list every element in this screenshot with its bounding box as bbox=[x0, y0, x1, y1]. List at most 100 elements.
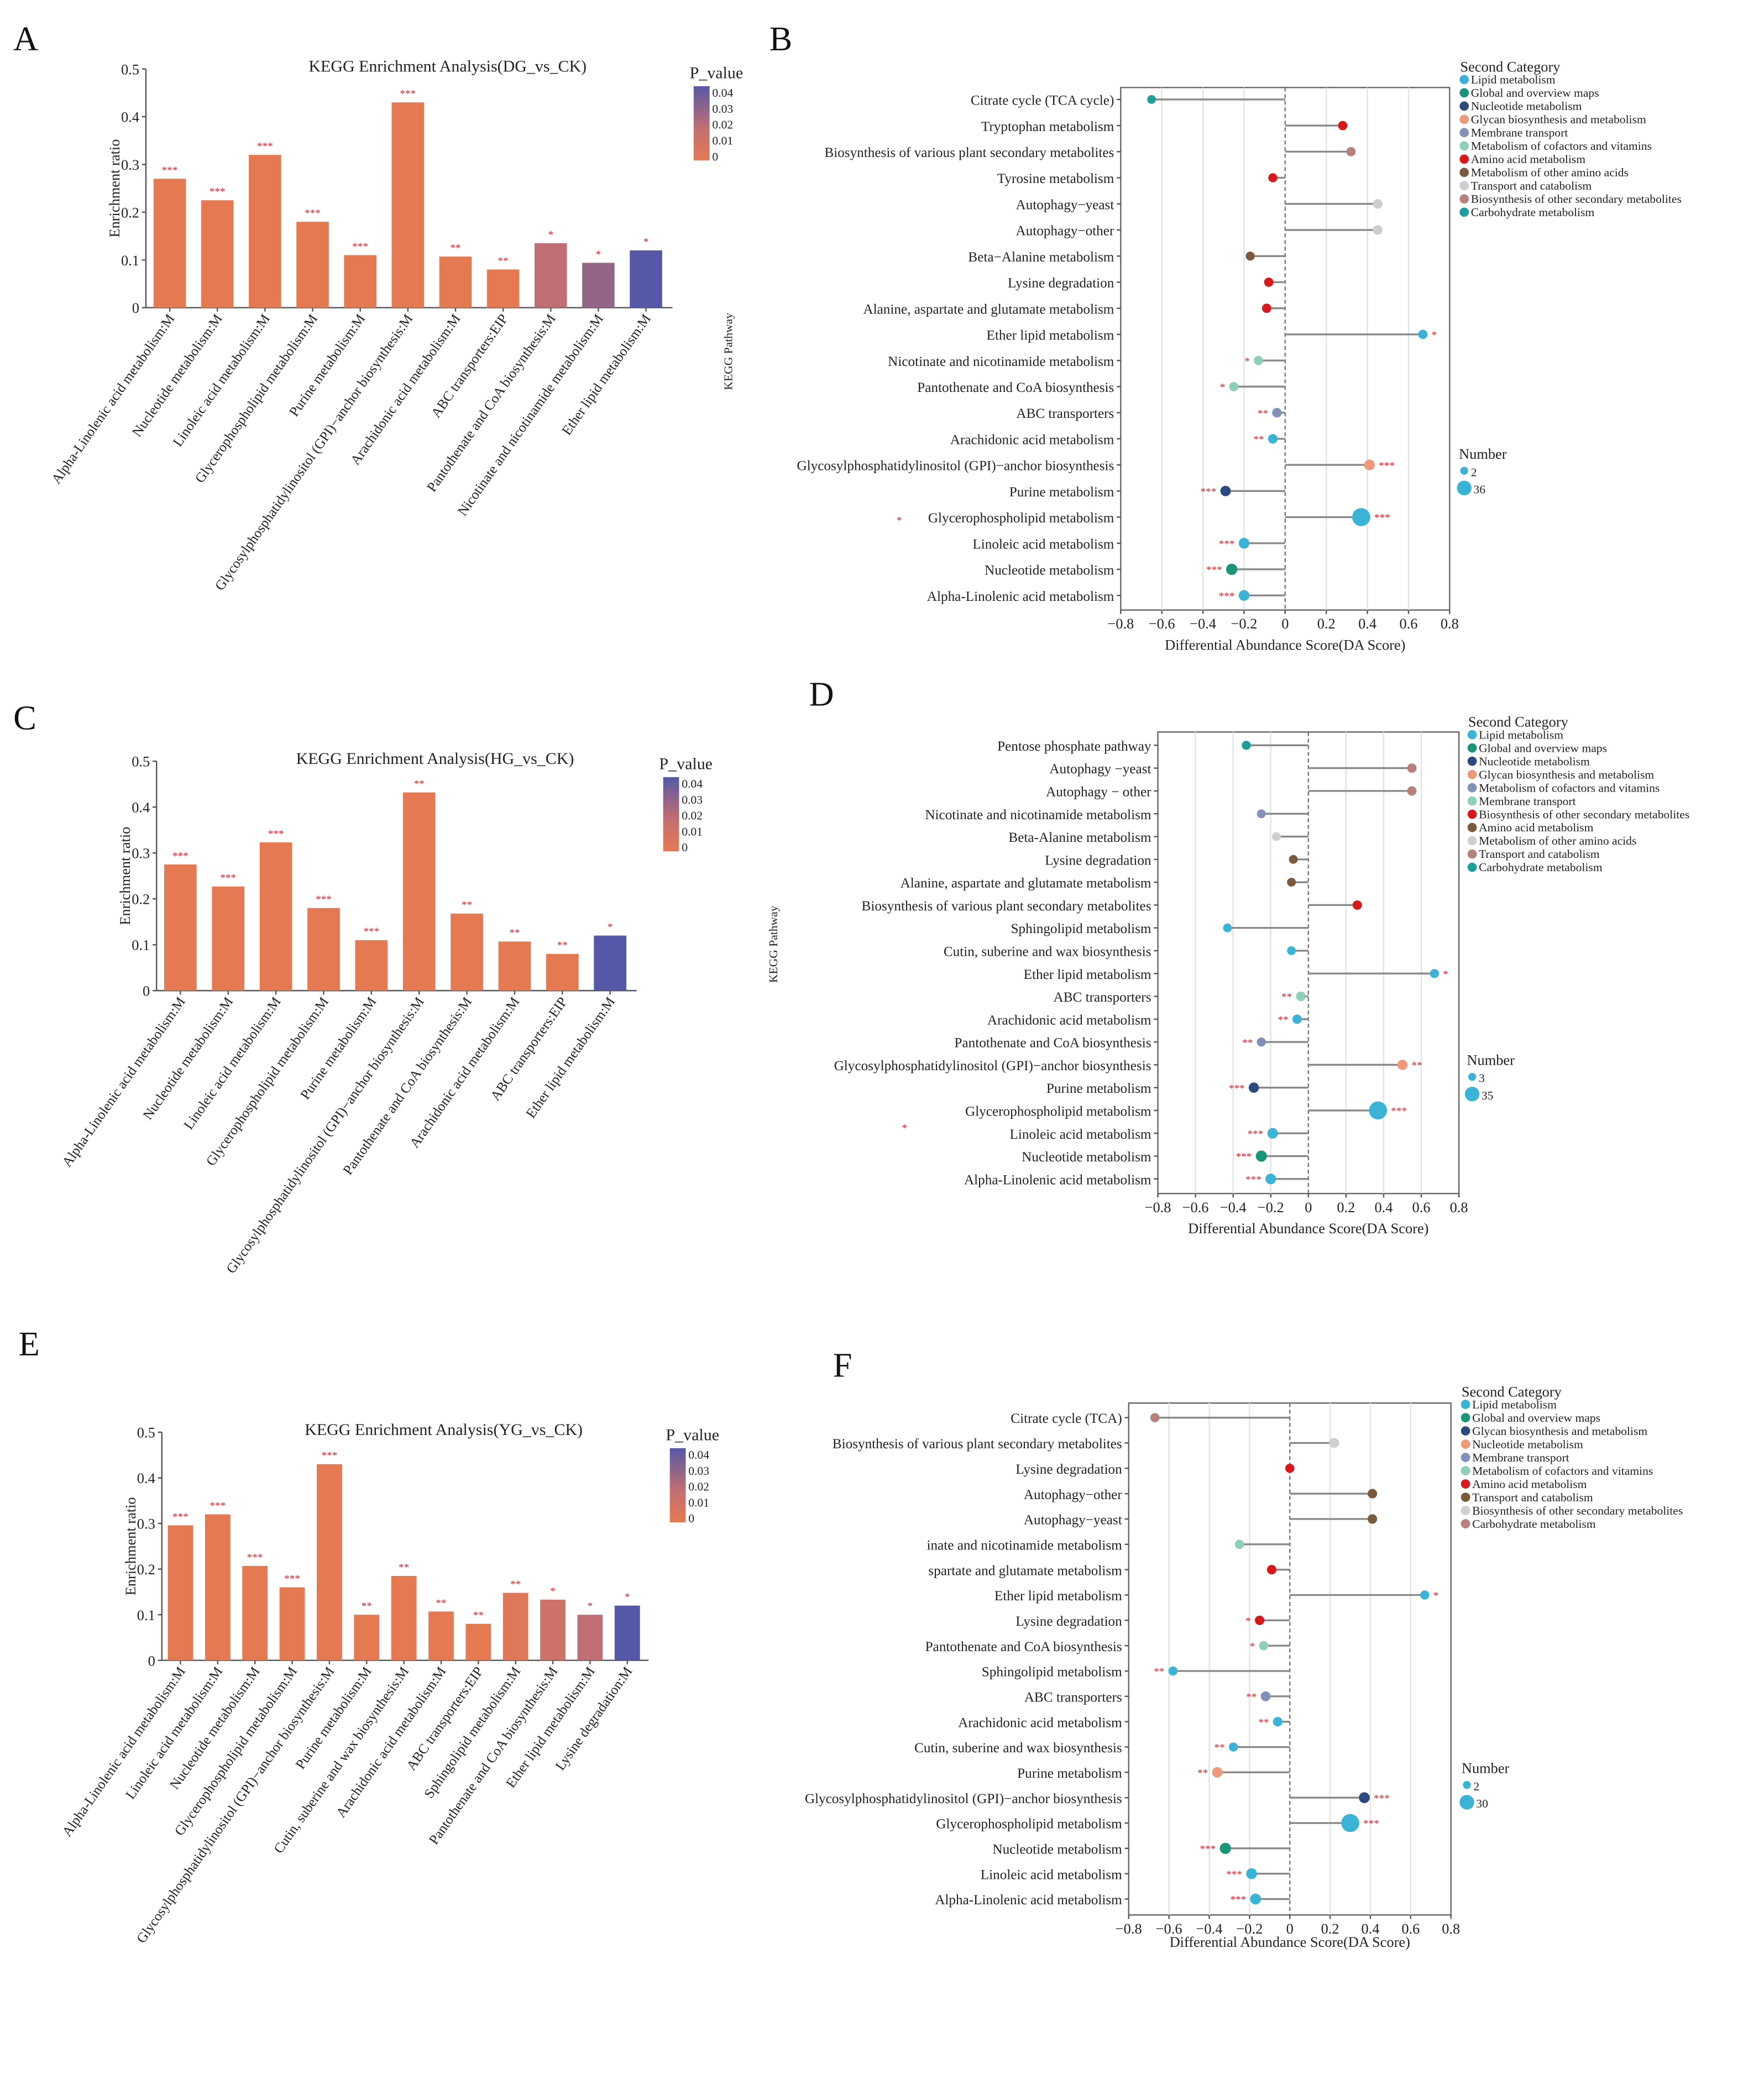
y-tick-label: 0.4 bbox=[132, 799, 150, 816]
bar bbox=[205, 1514, 231, 1661]
significance-label: ** bbox=[1281, 992, 1292, 1003]
y-axis-title: KEGG Pathway bbox=[721, 313, 735, 390]
panel-letter: F bbox=[833, 1346, 852, 1384]
pathway-label: Cutin, suberine and wax biosynthesis bbox=[914, 1741, 1122, 1756]
pathway-label: Lysine degradation bbox=[1016, 1462, 1122, 1477]
pathway-label: Autophagy−other bbox=[1016, 224, 1114, 239]
lollipop-dot bbox=[1352, 508, 1370, 526]
legend-swatch bbox=[1461, 1506, 1470, 1515]
pathway-label: Alpha-Linolenic acid metabolism bbox=[935, 1893, 1122, 1908]
panel-letter: D bbox=[809, 675, 834, 713]
x-tick-label: 0.2 bbox=[1317, 615, 1336, 632]
lollipop-dot bbox=[1407, 763, 1417, 773]
lollipop-dot bbox=[1272, 832, 1281, 841]
lollipop-dot bbox=[1407, 786, 1417, 796]
pathway-label: Citrate cycle (TCA) bbox=[1011, 1411, 1122, 1426]
pathway-label: Linoleic acid metabolism bbox=[1010, 1127, 1151, 1142]
bar bbox=[164, 864, 197, 991]
colorbar-tick-label: 0.04 bbox=[682, 777, 703, 790]
bar bbox=[167, 1525, 193, 1661]
y-tick-label: 0.1 bbox=[121, 252, 139, 269]
bar bbox=[296, 222, 329, 308]
pathway-label: Alpha-Linolenic acid metabolism bbox=[964, 1172, 1151, 1187]
legend-swatch bbox=[1461, 1400, 1470, 1410]
size-legend-dot-small bbox=[1463, 1781, 1471, 1789]
x-tick-label: 0 bbox=[1281, 615, 1289, 632]
bar bbox=[546, 954, 579, 991]
pathway-label: ABC transporters bbox=[1016, 406, 1114, 421]
lollipop-dot bbox=[1242, 741, 1251, 750]
size-legend-label: 35 bbox=[1482, 1089, 1494, 1102]
legend-label: Global and overview maps bbox=[1479, 741, 1607, 755]
lollipop-dot bbox=[1364, 459, 1375, 470]
significance-label: *** bbox=[1201, 486, 1217, 498]
lollipop-dot bbox=[1226, 563, 1238, 575]
legend-label: Biosynthesis of other secondary metaboli… bbox=[1479, 808, 1689, 821]
stray-asterisk: * bbox=[902, 1122, 907, 1134]
significance-label: *** bbox=[1374, 512, 1390, 524]
y-axis-title: Enrichment ratio bbox=[117, 827, 133, 925]
significance-label: ** bbox=[450, 243, 460, 254]
pathway-label: Beta−Alanine metabolism bbox=[968, 250, 1114, 265]
lollipop-dot bbox=[1420, 1590, 1430, 1600]
significance-label: *** bbox=[1245, 1174, 1262, 1186]
lollipop-dot bbox=[1248, 1082, 1259, 1093]
legend-label: Nucleotide metabolism bbox=[1471, 99, 1582, 113]
y-tick-label: 0 bbox=[132, 300, 139, 316]
legend-label: Amino acid metabolism bbox=[1479, 821, 1594, 834]
pathway-label: Tyrosine metabolism bbox=[997, 171, 1114, 186]
bar bbox=[344, 255, 376, 308]
pathway-label: Ether lipid metabolism bbox=[986, 328, 1114, 343]
legend-label: Membrane transport bbox=[1472, 1451, 1569, 1464]
pathway-label: Alpha-Linolenic acid metabolism bbox=[927, 589, 1114, 604]
y-tick-label: 0.5 bbox=[132, 753, 150, 770]
y-axis-title: Enrichment ratio bbox=[106, 139, 123, 238]
legend-label: Amino acid metabolism bbox=[1472, 1478, 1587, 1491]
chart-title: KEGG Enrichment Analysis(YG_vs_CK) bbox=[305, 1421, 583, 1439]
significance-label: * bbox=[1244, 355, 1250, 367]
bar bbox=[259, 842, 292, 991]
lollipop-dot bbox=[1212, 1767, 1223, 1778]
significance-label: *** bbox=[363, 926, 379, 937]
lollipop-dot bbox=[1254, 1615, 1265, 1625]
significance-label: ** bbox=[557, 940, 568, 951]
significance-label: * bbox=[643, 236, 649, 248]
pathway-label: Cutin, suberine and wax biosynthesis bbox=[944, 945, 1151, 960]
significance-label: *** bbox=[316, 894, 332, 905]
panel-b-lollipop-chart: B −0.8 −0.6 −0.4 −0.2 0 0.2 0.4 0.6 0.8 Differenti… bbox=[721, 20, 1681, 653]
panel-letter: A bbox=[13, 20, 38, 58]
x-tick-label: Ether lipid metabolism:M bbox=[559, 312, 654, 438]
lollipop-dot bbox=[1223, 923, 1232, 933]
size-legend-title: Number bbox=[1467, 1051, 1515, 1068]
pathway-label: Alanine, aspartate and glutamate metabol… bbox=[863, 302, 1114, 317]
panel-c-bar-chart: C KEGG Enrichment Analysis(HG_vs_CK) 0 0.1 0… bbox=[13, 699, 713, 1276]
pathway-label: Sphingolipid metabolism bbox=[1011, 921, 1151, 936]
lollipop-dot bbox=[1250, 1893, 1262, 1905]
significance-label: ** bbox=[1215, 1742, 1225, 1754]
significance-label: ** bbox=[1258, 1717, 1269, 1728]
pathway-label: inate and nicotinamide metabolism bbox=[927, 1538, 1123, 1553]
legend-swatch bbox=[1459, 141, 1469, 151]
legend-swatch bbox=[1461, 1492, 1470, 1502]
pathway-label: Linoleic acid metabolism bbox=[981, 1867, 1122, 1882]
y-tick-label: 0.2 bbox=[132, 891, 150, 908]
y-tick-label: 0 bbox=[148, 1652, 155, 1669]
legend-swatch bbox=[1459, 154, 1469, 164]
p-value-colorbar bbox=[669, 1448, 686, 1523]
legend-swatch bbox=[1467, 730, 1477, 740]
legend-title: Second Category bbox=[1461, 59, 1561, 75]
bar bbox=[614, 1605, 640, 1661]
colorbar-tick-label: 0.03 bbox=[688, 1464, 709, 1478]
x-tick-label: 0.4 bbox=[1361, 1920, 1379, 1937]
lollipop-dot bbox=[1168, 1666, 1178, 1676]
legend-label: Lipid metabolism bbox=[1471, 73, 1556, 86]
significance-label: * bbox=[588, 1601, 593, 1612]
colorbar-tick-label: 0.04 bbox=[688, 1448, 709, 1462]
panel-letter: B bbox=[770, 20, 793, 58]
x-tick-label: 0.4 bbox=[1358, 615, 1376, 632]
bar bbox=[439, 256, 472, 308]
legend-swatch bbox=[1467, 849, 1477, 859]
legend-label: Transport and catabolism bbox=[1479, 847, 1600, 861]
x-tick-label: Nucleotide metabolism:M bbox=[129, 312, 225, 440]
legend-label: Glycan biosynthesis and metabolism bbox=[1472, 1424, 1647, 1438]
